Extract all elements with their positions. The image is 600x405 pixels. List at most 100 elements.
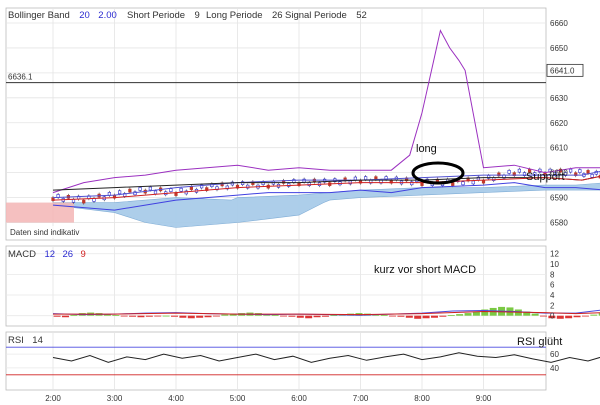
candle-body: [471, 180, 475, 185]
macd-histogram-bar: [61, 315, 69, 318]
macd-histogram-bar: [397, 315, 405, 317]
reference-line-label: 6636.1: [8, 73, 33, 82]
candle-body: [241, 181, 245, 185]
x-tick-label: 9:00: [476, 394, 492, 403]
macd-y-tick: 8: [550, 270, 555, 279]
candle-body: [533, 172, 537, 176]
macd-histogram-bar: [196, 315, 204, 318]
macd-histogram-bar: [405, 315, 413, 318]
price-y-tick: 6610: [550, 144, 568, 153]
macd-histogram-bar: [573, 315, 581, 318]
price-y-tick: 6650: [550, 44, 568, 53]
macd-histogram-bar: [430, 315, 438, 318]
macd-histogram-bar: [112, 315, 120, 316]
candle-body: [189, 186, 193, 190]
macd-histogram-bar: [531, 313, 539, 316]
legend-short-value: 9: [195, 10, 200, 21]
candle-body: [517, 168, 521, 173]
macd-histogram-bar: [162, 315, 170, 317]
x-tick-label: 5:00: [230, 394, 246, 403]
price-y-tick: 6620: [550, 119, 568, 128]
legend-bollinger: Bollinger Band 20 2.00: [8, 5, 117, 22]
legend-signal: Signal Periode 52: [285, 5, 367, 22]
legend-rsi-label: RSI: [8, 335, 24, 346]
bollinger-lower-line: [52, 182, 600, 211]
macd-y-tick: 12: [550, 250, 559, 259]
price-y-tick: 6580: [550, 219, 568, 228]
macd-histogram-bar: [456, 314, 464, 316]
x-tick-label: 2:00: [45, 394, 61, 403]
candle-body: [169, 188, 173, 192]
rsi-panel-frame: [5, 331, 547, 391]
candle-body: [302, 178, 306, 183]
candle-body: [410, 181, 414, 186]
price-y-tick: 6630: [550, 94, 568, 103]
macd-histogram-bar: [380, 315, 388, 316]
candle-body: [118, 190, 122, 195]
legend-bollinger-label: Bollinger Band: [8, 10, 70, 21]
macd-histogram-bar: [372, 314, 380, 316]
macd-histogram-bar: [53, 315, 61, 317]
legend-long: Long Periode 26: [206, 5, 283, 22]
macd-histogram-bar: [305, 315, 313, 319]
candle-body: [323, 178, 327, 183]
macd-histogram-bar: [204, 315, 212, 318]
macd-histogram-bar: [154, 315, 162, 317]
annotation-daten: Daten sind indikativ: [10, 228, 79, 237]
candle-body: [364, 176, 368, 180]
macd-histogram-bar: [179, 315, 187, 318]
candle-body: [225, 185, 229, 190]
grid: [6, 8, 546, 390]
macd-histogram-bar: [280, 315, 288, 317]
candle-body: [497, 172, 501, 177]
rsi-line: [52, 352, 600, 363]
legend-long-value: 26: [272, 10, 283, 21]
candle-body: [153, 190, 158, 195]
macd-plot: [52, 306, 600, 319]
legend-bollinger-p1: 20: [79, 10, 90, 21]
macd-histogram-bar: [229, 313, 237, 316]
candle-body: [82, 199, 86, 204]
macd-histogram-bar: [481, 309, 489, 316]
macd-histogram-bar: [556, 315, 564, 319]
candle-body: [184, 190, 188, 195]
macd-histogram-bar: [120, 315, 128, 317]
macd-histogram-bar: [221, 314, 229, 316]
macd-histogram-bar: [548, 315, 556, 319]
legend-signal-label: Signal Periode: [285, 10, 347, 21]
macd-histogram-bar: [288, 315, 296, 317]
legend-long-label: Long Periode: [206, 10, 263, 21]
candle-body: [507, 170, 511, 174]
macd-histogram-bar: [414, 315, 422, 319]
macd-histogram-bar: [171, 315, 178, 317]
x-tick-label: 6:00: [291, 394, 307, 403]
candle-body: [235, 184, 240, 189]
cloud-area: [52, 182, 600, 228]
annotation-long: long: [416, 143, 437, 155]
macd-histogram-bar: [103, 314, 111, 316]
candle-body: [287, 183, 291, 187]
macd-histogram-bar: [581, 315, 589, 317]
candle-body: [461, 181, 465, 186]
legend-macd-p3: 9: [81, 249, 86, 260]
short-average-line: [52, 175, 600, 201]
macd-histogram-bar: [598, 313, 600, 316]
candle-body: [586, 170, 590, 174]
macd-histogram-bar: [523, 311, 531, 316]
candle-body: [215, 186, 219, 191]
macd-histogram-bar: [464, 313, 472, 316]
bollinger-upper-line: [52, 29, 600, 194]
candle-body: [578, 169, 582, 173]
rsi-y-tick: 60: [550, 350, 559, 359]
candle-body: [569, 168, 573, 173]
legend-rsi: RSI 14: [8, 330, 43, 347]
legend-rsi-value: 14: [32, 335, 43, 346]
macd-histogram-bar: [389, 315, 397, 317]
candle-body: [353, 176, 357, 181]
legend-short: Short Periode 9: [127, 5, 200, 22]
macd-histogram-bar: [439, 315, 447, 317]
legend-macd: MACD 12 26 9: [8, 244, 86, 261]
price-plot: 6636.1: [6, 29, 600, 228]
long-signal-circle: [411, 161, 465, 185]
